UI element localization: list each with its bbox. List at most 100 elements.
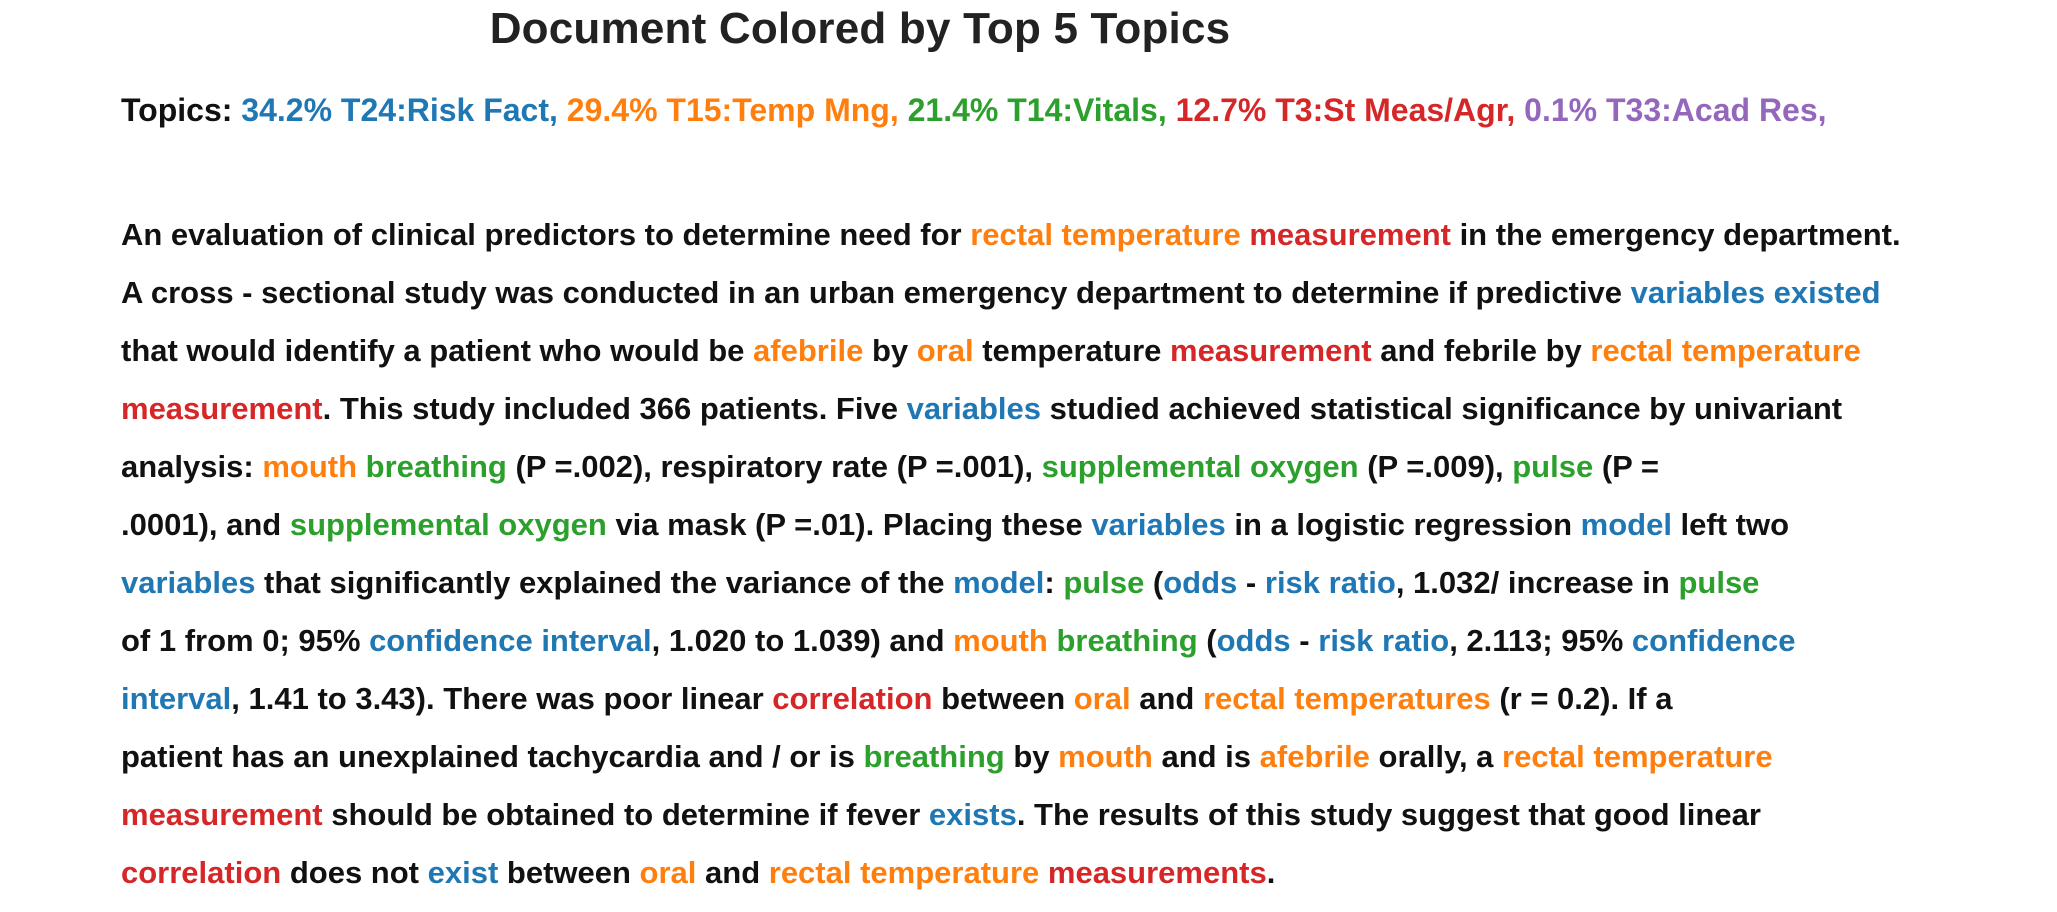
document-line: measurement should be obtained to determ… (121, 786, 2051, 844)
topic-word-t15: mouth (262, 449, 358, 484)
topic-word-t24: model (953, 565, 1045, 600)
topic-word-t15: oral (916, 333, 974, 368)
topic-word-t14: breathing (365, 449, 507, 484)
plain-text: studied achieved statistical significanc… (1041, 391, 1843, 426)
plain-text: and (1130, 681, 1203, 716)
topic-word-t24: variables (121, 565, 256, 600)
topic-word-t3: measurement (121, 391, 323, 426)
topic-word-t15: rectal temperatures (1202, 681, 1491, 716)
plain-text: does not (281, 855, 428, 890)
plain-text (357, 449, 366, 484)
document-line: of 1 from 0; 95% confidence interval, 1.… (121, 612, 2051, 670)
plain-text: , 2.113; 95% (1449, 623, 1632, 658)
topic-word-t24: exists (928, 797, 1017, 832)
page-title: Document Colored by Top 5 Topics (489, 4, 1231, 53)
plain-text: left two (1671, 507, 1790, 542)
plain-text: (P =.009), (1358, 449, 1513, 484)
plain-text: (P = (1593, 449, 1659, 484)
topic-entry-t33: 0.1% T33:Acad Res, (1524, 92, 1827, 128)
topic-word-t14: breathing (863, 739, 1005, 774)
plain-text: ( (1144, 565, 1164, 600)
plain-text: - (1237, 565, 1265, 600)
plain-text: by (1004, 739, 1059, 774)
plain-text (1039, 855, 1048, 890)
document-line: that would identify a patient who would … (121, 322, 2051, 380)
plain-text: patient has an unexplained tachycardia a… (121, 739, 864, 774)
topic-word-t14: supplemental oxygen (1041, 449, 1359, 484)
topic-word-t3: measurements (1047, 855, 1267, 890)
topic-word-t15: oral (639, 855, 697, 890)
topic-word-t24: risk ratio (1264, 565, 1396, 600)
topic-word-t15: afebrile (1259, 739, 1370, 774)
plain-text: , 1.020 to 1.039) and (651, 623, 954, 658)
document-line: correlation does not exist between oral … (121, 844, 2051, 902)
topic-word-t24: risk ratio (1318, 623, 1450, 658)
document-line: analysis: mouth breathing (P =.002), res… (121, 438, 2051, 496)
plain-text: temperature (973, 333, 1170, 368)
topic-word-t24: interval (121, 681, 232, 716)
topic-word-t24: variables existed (1630, 275, 1881, 310)
document-line: A cross - sectional study was conducted … (121, 264, 2051, 322)
plain-text: and (696, 855, 769, 890)
plain-text: in the emergency department. (1450, 217, 1901, 252)
document-line: patient has an unexplained tachycardia a… (121, 728, 2051, 786)
document-line: .0001), and supplemental oxygen via mask… (121, 496, 2051, 554)
topic-word-t24: confidence (1631, 623, 1796, 658)
topic-word-t14: pulse (1063, 565, 1145, 600)
topic-word-t15: rectal temperature (970, 217, 1241, 252)
topic-word-t15: rectal temperature (1590, 333, 1861, 368)
plain-text: , 1.41 to 3.43). There was poor linear (231, 681, 773, 716)
document-line: interval, 1.41 to 3.43). There was poor … (121, 670, 2051, 728)
plain-text: should be obtained to determine if fever (322, 797, 929, 832)
plain-text: analysis: (121, 449, 263, 484)
topic-word-t3: correlation (772, 681, 933, 716)
document-line: An evaluation of clinical predictors to … (121, 206, 2051, 264)
topic-word-t15: rectal temperature (1502, 739, 1773, 774)
plain-text: of 1 from 0; 95% (121, 623, 370, 658)
plain-text: : (1044, 565, 1064, 600)
plain-text: - (1290, 623, 1319, 658)
plain-text: via mask (P =.01). Placing these (606, 507, 1092, 542)
plain-text: between (498, 855, 640, 890)
plain-text: that would identify a patient who would … (121, 333, 754, 368)
topic-word-t24: variables (906, 391, 1042, 426)
topic-entry-t3: 12.7% T3:St Meas/Agr, (1175, 92, 1516, 128)
plain-text: ( (1197, 623, 1217, 658)
document-line: measurement. This study included 366 pat… (121, 380, 2051, 438)
topic-word-t15: rectal temperature (768, 855, 1040, 890)
document-line: variables that significantly explained t… (121, 554, 2051, 612)
topic-word-t24: variables (1091, 507, 1226, 542)
plain-text: in a logistic regression (1225, 507, 1581, 542)
topic-word-t14: supplemental oxygen (289, 507, 607, 542)
plain-text: An evaluation of clinical predictors to … (121, 217, 971, 252)
topic-word-t3: measurement (1170, 333, 1372, 368)
topic-entry-t15: 29.4% T15:Temp Mng, (566, 92, 899, 128)
plain-text: (P =.002), respiratory rate (P =.001), (506, 449, 1042, 484)
topic-word-t14: pulse (1678, 565, 1760, 600)
plain-text: and is (1152, 739, 1260, 774)
plain-text: orally, a (1369, 739, 1503, 774)
plain-text: . The results of this study suggest that… (1016, 797, 1761, 832)
topic-word-t15: mouth (953, 623, 1048, 658)
topic-word-t3: measurement (1249, 217, 1451, 252)
plain-text: by (863, 333, 917, 368)
topic-word-t24: odds (1163, 565, 1238, 600)
plain-text: that significantly explained the varianc… (255, 565, 954, 600)
topics-label: Topics: (121, 92, 233, 128)
topic-entry-t14: 21.4% T14:Vitals, (907, 92, 1167, 128)
plain-text: . (1266, 855, 1276, 890)
topic-word-t24: odds (1216, 623, 1291, 658)
topic-word-t15: afebrile (753, 333, 864, 368)
topics-legend: Topics: 34.2% T24:Risk Fact, 29.4% T15:T… (121, 92, 1827, 129)
topic-word-t14: pulse (1512, 449, 1594, 484)
topic-word-t24: confidence interval (369, 623, 652, 658)
plain-text: A cross - sectional study was conducted … (121, 275, 1631, 310)
plain-text: (r = 0.2). If a (1490, 681, 1673, 716)
document-body: An evaluation of clinical predictors to … (121, 206, 2051, 902)
plain-text: , 1.032/ increase in (1395, 565, 1679, 600)
plain-text: . This study included 366 patients. Five (322, 391, 907, 426)
topic-word-t14: breathing (1056, 623, 1198, 658)
topic-word-t15: oral (1073, 681, 1131, 716)
topic-word-t15: mouth (1058, 739, 1153, 774)
topic-word-t24: model (1580, 507, 1672, 542)
